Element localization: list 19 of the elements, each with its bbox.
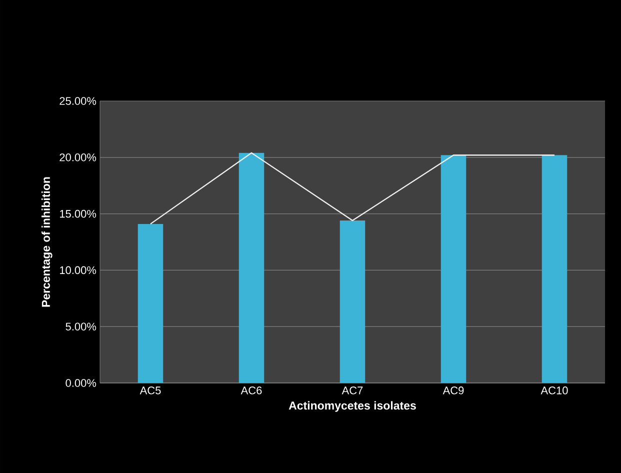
y-tick-label: 20.00% (60, 154, 96, 162)
bar (542, 155, 568, 383)
y-axis-title: Percentage of inhibition (42, 177, 52, 307)
x-tick-label: AC7 (342, 386, 363, 394)
bar (238, 152, 264, 383)
y-tick-label: 25.00% (60, 97, 96, 105)
y-tick-label: 15.00% (60, 210, 96, 218)
x-axis-title: Actinomycetes isolates (288, 401, 416, 412)
bar (340, 220, 366, 383)
y-tick-label: 0.00% (66, 379, 96, 387)
x-tick-label: AC9 (442, 386, 464, 394)
y-tick-label: 5.00% (66, 322, 96, 330)
bar (440, 155, 466, 383)
line-series (150, 152, 556, 225)
x-tick-label: AC5 (140, 386, 161, 394)
x-tick-label: AC10 (540, 386, 568, 394)
bar (138, 224, 164, 383)
y-tick-label: 10.00% (60, 266, 96, 274)
x-tick-label: AC6 (240, 386, 262, 394)
